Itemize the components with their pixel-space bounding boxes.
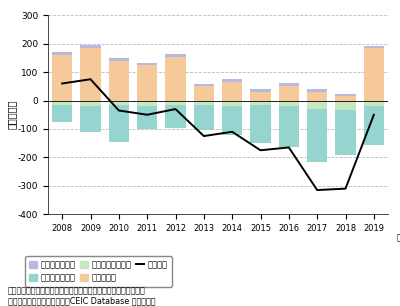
Bar: [80, 106, 101, 132]
Bar: [109, 101, 129, 105]
Bar: [222, 106, 242, 135]
Text: 資料：国家統計センサス局、CEIC Database から作成。: 資料：国家統計センサス局、CEIC Database から作成。: [8, 297, 156, 306]
Bar: [335, 110, 356, 155]
Y-axis label: （億ドル）: （億ドル）: [6, 100, 16, 129]
Bar: [364, 48, 384, 101]
Bar: [80, 45, 101, 48]
Text: （年）: （年）: [396, 234, 400, 243]
Bar: [194, 86, 214, 101]
Legend: 第二次所得収支, 第一次所得収支, サービス購易収支, 財購易収支, 経常収支: 第二次所得収支, 第一次所得収支, サービス購易収支, 財購易収支, 経常収支: [25, 256, 172, 287]
Bar: [364, 101, 384, 106]
Bar: [52, 101, 72, 105]
Bar: [222, 82, 242, 101]
Bar: [80, 48, 101, 101]
Bar: [165, 57, 186, 101]
Bar: [335, 96, 356, 101]
Bar: [279, 86, 299, 101]
Bar: [109, 61, 129, 101]
Bar: [109, 58, 129, 61]
Bar: [222, 101, 242, 106]
Bar: [165, 105, 186, 128]
Bar: [364, 46, 384, 48]
Bar: [279, 84, 299, 86]
Text: 備考：プラス値は資金の流入、マイナス値は資金の流出を示す。: 備考：プラス値は資金の流入、マイナス値は資金の流出を示す。: [8, 286, 146, 295]
Bar: [165, 54, 186, 57]
Bar: [52, 105, 72, 122]
Bar: [194, 84, 214, 86]
Bar: [279, 106, 299, 147]
Bar: [80, 101, 101, 106]
Bar: [165, 101, 186, 105]
Bar: [250, 89, 271, 92]
Bar: [307, 89, 327, 92]
Bar: [222, 79, 242, 82]
Bar: [52, 52, 72, 55]
Bar: [137, 65, 157, 101]
Bar: [307, 101, 327, 109]
Bar: [279, 101, 299, 106]
Bar: [250, 92, 271, 101]
Bar: [137, 106, 157, 129]
Bar: [250, 101, 271, 105]
Bar: [364, 106, 384, 144]
Bar: [307, 92, 327, 101]
Bar: [335, 94, 356, 96]
Bar: [335, 101, 356, 110]
Bar: [52, 55, 72, 101]
Bar: [109, 105, 129, 142]
Bar: [194, 105, 214, 130]
Bar: [250, 105, 271, 143]
Bar: [137, 63, 157, 65]
Bar: [137, 101, 157, 106]
Bar: [307, 109, 327, 162]
Bar: [194, 101, 214, 105]
